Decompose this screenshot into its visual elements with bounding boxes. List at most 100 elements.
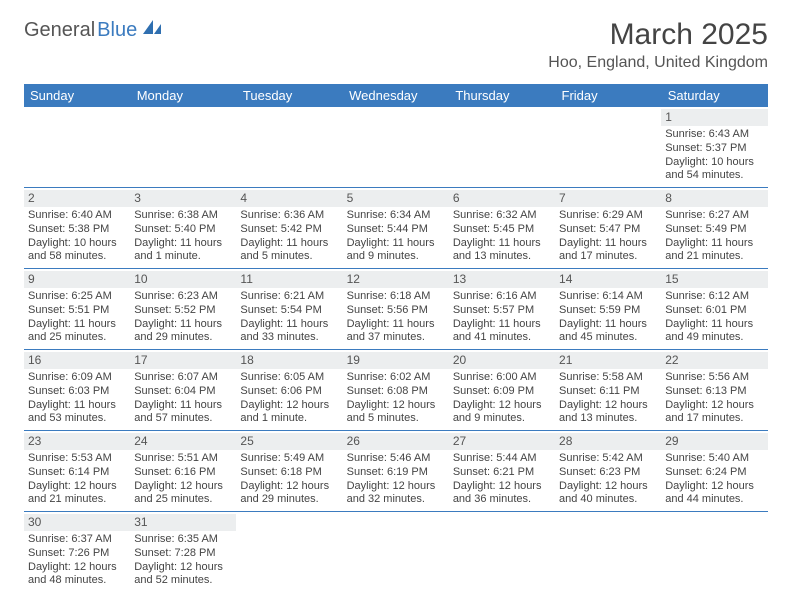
- calendar-cell: 15Sunrise: 6:12 AMSunset: 6:01 PMDayligh…: [661, 269, 767, 350]
- daylight-line: and 29 minutes.: [240, 493, 338, 507]
- daylight-line: Daylight: 12 hours: [28, 561, 126, 575]
- daylight-line: Daylight: 11 hours: [559, 237, 657, 251]
- daylight-line: and 9 minutes.: [453, 412, 551, 426]
- sunset-line: Sunset: 5:49 PM: [665, 223, 763, 237]
- day-number: 1: [661, 109, 767, 126]
- sunrise-line: Sunrise: 5:51 AM: [134, 452, 232, 466]
- calendar-cell: 6Sunrise: 6:32 AMSunset: 5:45 PMDaylight…: [449, 188, 555, 269]
- daylight-line: and 25 minutes.: [134, 493, 232, 507]
- sunset-line: Sunset: 6:19 PM: [347, 466, 445, 480]
- day-number: 13: [449, 271, 555, 288]
- daylight-line: Daylight: 11 hours: [134, 318, 232, 332]
- daylight-line: and 54 minutes.: [665, 169, 763, 183]
- daylight-line: and 1 minute.: [240, 412, 338, 426]
- day-number: 25: [236, 433, 342, 450]
- sunset-line: Sunset: 6:24 PM: [665, 466, 763, 480]
- calendar-cell: 27Sunrise: 5:44 AMSunset: 6:21 PMDayligh…: [449, 431, 555, 512]
- daylight-line: and 44 minutes.: [665, 493, 763, 507]
- daylight-line: and 45 minutes.: [559, 331, 657, 345]
- sunset-line: Sunset: 6:06 PM: [240, 385, 338, 399]
- sunrise-line: Sunrise: 6:32 AM: [453, 209, 551, 223]
- day-number: 28: [555, 433, 661, 450]
- day-number: 20: [449, 352, 555, 369]
- calendar-cell: 26Sunrise: 5:46 AMSunset: 6:19 PMDayligh…: [343, 431, 449, 512]
- sail-icon: [141, 18, 163, 42]
- sunrise-line: Sunrise: 6:12 AM: [665, 290, 763, 304]
- calendar-cell: 13Sunrise: 6:16 AMSunset: 5:57 PMDayligh…: [449, 269, 555, 350]
- location: Hoo, England, United Kingdom: [548, 54, 768, 72]
- daylight-line: Daylight: 12 hours: [347, 399, 445, 413]
- sunrise-line: Sunrise: 6:43 AM: [665, 128, 763, 142]
- calendar-cell: [24, 107, 130, 188]
- day-number: 12: [343, 271, 449, 288]
- daylight-line: and 37 minutes.: [347, 331, 445, 345]
- sunrise-line: Sunrise: 6:38 AM: [134, 209, 232, 223]
- calendar-cell: 31Sunrise: 6:35 AMSunset: 7:28 PMDayligh…: [130, 512, 236, 593]
- daylight-line: Daylight: 12 hours: [559, 399, 657, 413]
- sunset-line: Sunset: 6:04 PM: [134, 385, 232, 399]
- daylight-line: and 48 minutes.: [28, 574, 126, 588]
- day-number: 27: [449, 433, 555, 450]
- daylight-line: and 1 minute.: [134, 250, 232, 264]
- daylight-line: and 9 minutes.: [347, 250, 445, 264]
- calendar-cell: [236, 107, 342, 188]
- calendar-cell: 24Sunrise: 5:51 AMSunset: 6:16 PMDayligh…: [130, 431, 236, 512]
- calendar-cell: 20Sunrise: 6:00 AMSunset: 6:09 PMDayligh…: [449, 350, 555, 431]
- sunrise-line: Sunrise: 5:58 AM: [559, 371, 657, 385]
- day-number: 4: [236, 190, 342, 207]
- daylight-line: Daylight: 11 hours: [134, 399, 232, 413]
- daylight-line: Daylight: 11 hours: [665, 237, 763, 251]
- day-number: 22: [661, 352, 767, 369]
- sunset-line: Sunset: 5:54 PM: [240, 304, 338, 318]
- header: GeneralBlue March 2025 Hoo, England, Uni…: [24, 18, 768, 72]
- sunset-line: Sunset: 5:40 PM: [134, 223, 232, 237]
- sunset-line: Sunset: 5:47 PM: [559, 223, 657, 237]
- sunset-line: Sunset: 6:23 PM: [559, 466, 657, 480]
- day-header: Monday: [130, 84, 236, 107]
- calendar-cell: 21Sunrise: 5:58 AMSunset: 6:11 PMDayligh…: [555, 350, 661, 431]
- daylight-line: Daylight: 10 hours: [665, 156, 763, 170]
- sunrise-line: Sunrise: 6:27 AM: [665, 209, 763, 223]
- calendar-cell: 1Sunrise: 6:43 AMSunset: 5:37 PMDaylight…: [661, 107, 767, 188]
- day-number: 9: [24, 271, 130, 288]
- month-title: March 2025: [548, 18, 768, 52]
- sunrise-line: Sunrise: 6:29 AM: [559, 209, 657, 223]
- daylight-line: and 53 minutes.: [28, 412, 126, 426]
- sunrise-line: Sunrise: 5:44 AM: [453, 452, 551, 466]
- daylight-line: Daylight: 11 hours: [240, 237, 338, 251]
- calendar-cell: 10Sunrise: 6:23 AMSunset: 5:52 PMDayligh…: [130, 269, 236, 350]
- day-number: 15: [661, 271, 767, 288]
- daylight-line: and 13 minutes.: [559, 412, 657, 426]
- daylight-line: Daylight: 11 hours: [240, 318, 338, 332]
- sunrise-line: Sunrise: 6:18 AM: [347, 290, 445, 304]
- calendar-cell: [236, 512, 342, 593]
- day-number: 23: [24, 433, 130, 450]
- daylight-line: Daylight: 11 hours: [347, 237, 445, 251]
- calendar-cell: 30Sunrise: 6:37 AMSunset: 7:26 PMDayligh…: [24, 512, 130, 593]
- day-header: Wednesday: [343, 84, 449, 107]
- day-number: 16: [24, 352, 130, 369]
- calendar-cell: 11Sunrise: 6:21 AMSunset: 5:54 PMDayligh…: [236, 269, 342, 350]
- sunrise-line: Sunrise: 6:34 AM: [347, 209, 445, 223]
- calendar-table: SundayMondayTuesdayWednesdayThursdayFrid…: [24, 84, 768, 592]
- daylight-line: Daylight: 11 hours: [134, 237, 232, 251]
- daylight-line: Daylight: 10 hours: [28, 237, 126, 251]
- sunset-line: Sunset: 5:52 PM: [134, 304, 232, 318]
- calendar-cell: [343, 512, 449, 593]
- day-number: 7: [555, 190, 661, 207]
- calendar-cell: 22Sunrise: 5:56 AMSunset: 6:13 PMDayligh…: [661, 350, 767, 431]
- day-number: 29: [661, 433, 767, 450]
- calendar-cell: 28Sunrise: 5:42 AMSunset: 6:23 PMDayligh…: [555, 431, 661, 512]
- sunset-line: Sunset: 5:59 PM: [559, 304, 657, 318]
- day-number: 14: [555, 271, 661, 288]
- daylight-line: Daylight: 12 hours: [347, 480, 445, 494]
- daylight-line: Daylight: 11 hours: [28, 399, 126, 413]
- calendar-cell: 14Sunrise: 6:14 AMSunset: 5:59 PMDayligh…: [555, 269, 661, 350]
- daylight-line: and 21 minutes.: [28, 493, 126, 507]
- calendar-cell: 4Sunrise: 6:36 AMSunset: 5:42 PMDaylight…: [236, 188, 342, 269]
- sunrise-line: Sunrise: 6:16 AM: [453, 290, 551, 304]
- day-number: 17: [130, 352, 236, 369]
- calendar-cell: 19Sunrise: 6:02 AMSunset: 6:08 PMDayligh…: [343, 350, 449, 431]
- daylight-line: and 32 minutes.: [347, 493, 445, 507]
- day-number: 5: [343, 190, 449, 207]
